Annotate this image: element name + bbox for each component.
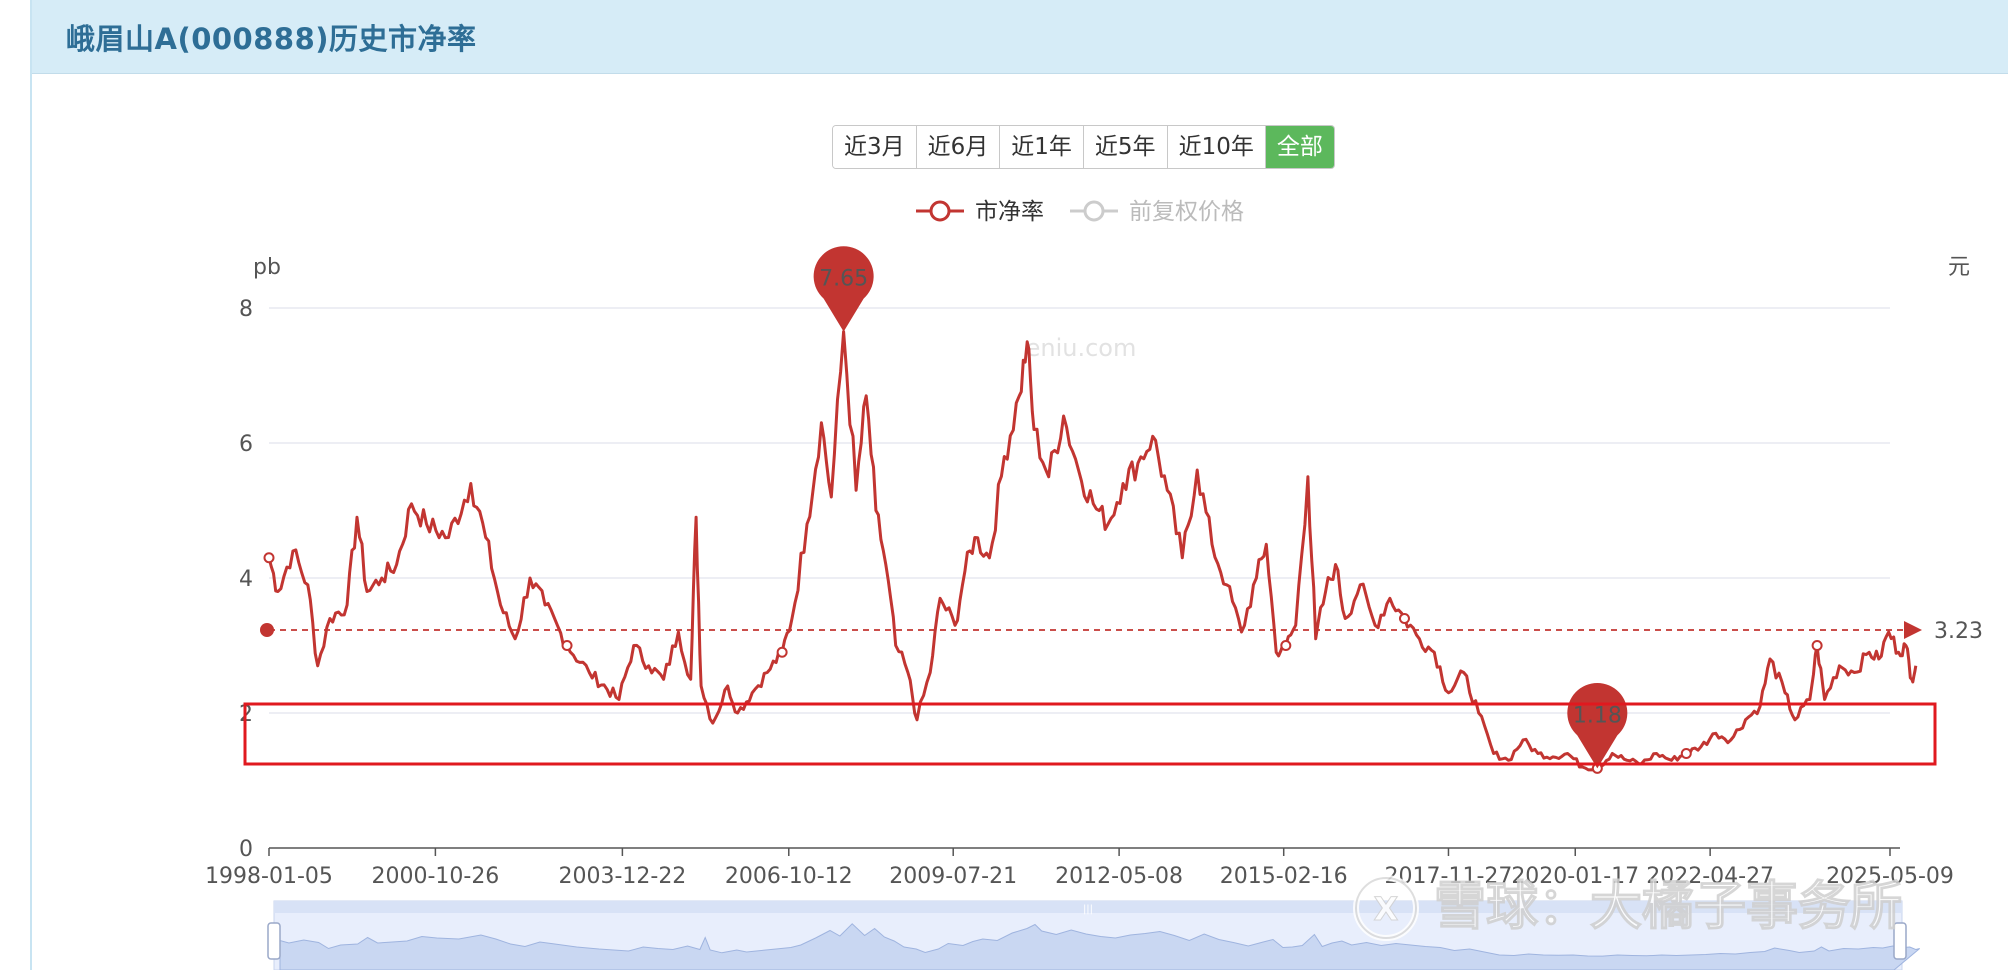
series-point xyxy=(1811,640,1823,651)
zoom-handle-left[interactable] xyxy=(267,922,281,960)
average-mark-line: 3.23 xyxy=(260,619,1983,644)
legend-item-price[interactable]: 前复权价格 xyxy=(1070,199,1244,225)
xueqiu-logo-icon: X xyxy=(1374,890,1399,928)
x-tick-label: 2012-05-08 xyxy=(1055,864,1183,889)
range-button-all[interactable]: 全部 xyxy=(1265,126,1334,168)
mark-line-arrow-icon xyxy=(1904,620,1922,639)
zoom-grip-icon: ||| xyxy=(1083,904,1093,915)
grid-lines xyxy=(269,307,1890,714)
pin-icon xyxy=(813,246,874,332)
mark-points: 7.65 1.18 xyxy=(813,246,1628,769)
range-button-3-months[interactable]: 近3月 xyxy=(833,126,917,168)
legend-item-pb[interactable]: 市净率 xyxy=(916,199,1044,225)
mark-line-label: 3.23 xyxy=(1934,619,1983,644)
y-axis-name-right: 元 xyxy=(1948,255,1970,280)
highlight-box xyxy=(243,702,1937,766)
series-point xyxy=(1398,613,1410,624)
pb-series-line xyxy=(267,330,1918,772)
y-tick-label: 4 xyxy=(239,567,253,592)
range-button-5-years[interactable]: 近5年 xyxy=(1083,126,1168,168)
x-tick-label: 1998-01-05 xyxy=(205,864,333,889)
series-point xyxy=(1280,640,1292,651)
y-tick-label: 0 xyxy=(239,837,253,862)
series-point xyxy=(1680,748,1692,759)
time-range-selector: 近3月 近6月 近1年 近5年 近10年 全部 xyxy=(832,125,1335,169)
page-title: 峨眉山A(000888)历史市净率 xyxy=(66,22,477,56)
x-tick-label: 2025-05-09 xyxy=(1826,864,1954,889)
y-tick-label: 6 xyxy=(239,432,253,457)
page-left-border xyxy=(30,0,32,970)
legend-label-pb: 市净率 xyxy=(975,199,1044,225)
range-button-6-months[interactable]: 近6月 xyxy=(916,126,1001,168)
xueqiu-watermark: X 雪球：大橘子事务所 xyxy=(1353,875,1903,941)
series-point xyxy=(561,640,573,651)
x-tick-label: 2020-01-17 xyxy=(1511,864,1639,889)
page-header: 峨眉山A(000888)历史市净率 xyxy=(32,0,2008,74)
y-tick-label: 8 xyxy=(239,297,253,322)
range-button-1-year[interactable]: 近1年 xyxy=(1000,126,1084,168)
mark-point-label: 1.18 xyxy=(1573,703,1622,728)
pb-series xyxy=(263,330,1918,774)
site-watermark: eniu.com xyxy=(1026,334,1137,362)
zoom-overview-area xyxy=(279,923,1921,970)
mark-point-label: 7.65 xyxy=(819,267,868,292)
x-tick-label: 2006-10-12 xyxy=(725,864,853,889)
x-tick-label: 2003-12-22 xyxy=(558,864,686,889)
legend-label-price: 前复权价格 xyxy=(1129,199,1244,225)
y-axis-name-left: pb xyxy=(253,255,281,280)
x-tick-label: 2022-04-27 xyxy=(1646,864,1774,889)
range-button-10-years[interactable]: 近10年 xyxy=(1167,126,1266,168)
series-point xyxy=(263,552,275,564)
x-tick-label: 2015-02-16 xyxy=(1220,864,1348,889)
zoom-handle-right[interactable] xyxy=(1893,922,1907,960)
mark-line-start-dot xyxy=(260,622,274,637)
zoom-slider-top-bar[interactable] xyxy=(274,901,1902,913)
data-zoom-slider[interactable]: ||| xyxy=(267,900,1921,970)
xueqiu-watermark-text: 雪球：大橘子事务所 xyxy=(1434,877,1902,937)
mark-point-pin: 7.65 xyxy=(813,246,874,332)
series-point xyxy=(776,646,788,658)
x-tick-label: 2000-10-26 xyxy=(371,864,499,889)
x-tick-label: 2009-07-21 xyxy=(889,864,1017,889)
